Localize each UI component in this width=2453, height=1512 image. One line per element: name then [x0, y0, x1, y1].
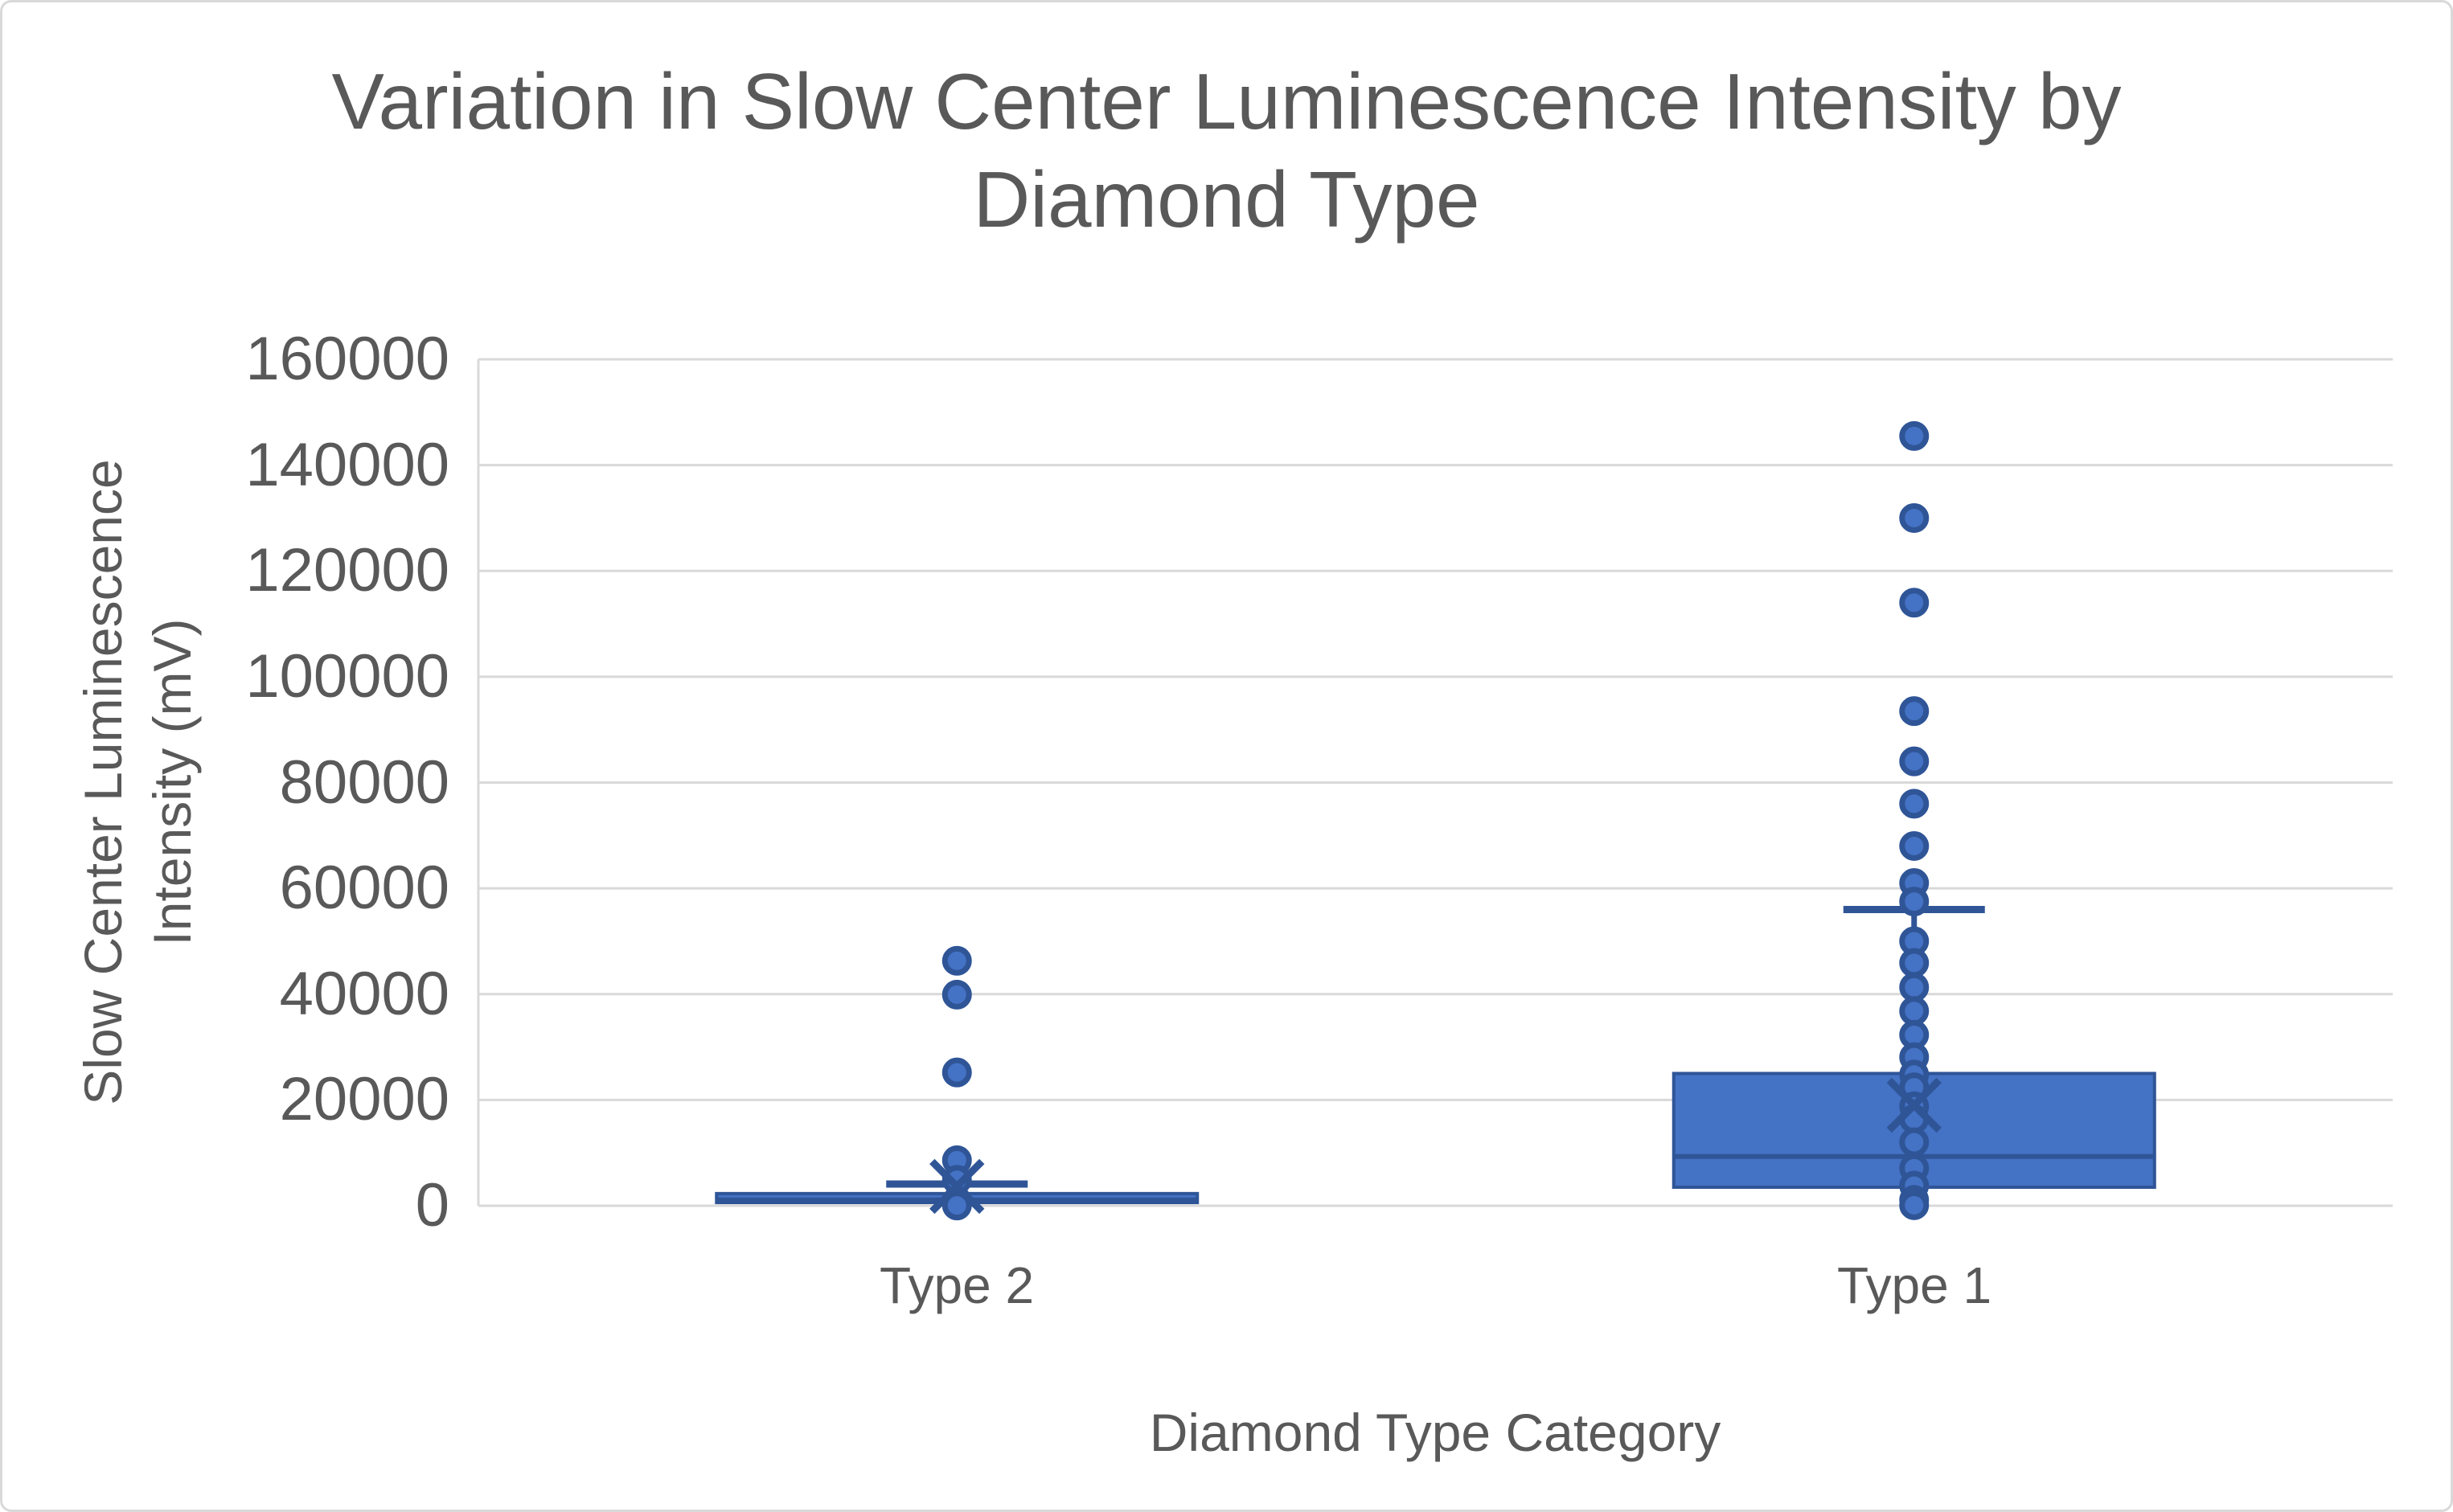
y-tick-label: 60000 [279, 854, 449, 923]
data-point [1899, 1127, 1930, 1158]
data-point [1899, 830, 1930, 861]
y-tick-label: 80000 [279, 748, 449, 817]
data-point [1899, 996, 1930, 1026]
data-point [1899, 420, 1930, 451]
data-point [1899, 789, 1930, 819]
data-point [1899, 746, 1930, 776]
y-tick-label: 100000 [245, 641, 449, 711]
y-tick-label: 120000 [245, 536, 449, 605]
data-point [1899, 588, 1930, 618]
mean-marker [929, 1158, 985, 1215]
mean-marker [1886, 1077, 1942, 1133]
data-point [1899, 1190, 1930, 1220]
y-axis-title-line-2: Intensity (mV) [142, 618, 202, 946]
y-tick-label: 40000 [279, 959, 449, 1028]
y-axis-title: Slow Center Luminescence Intensity (mV) [68, 219, 207, 1345]
data-point [1899, 972, 1930, 1002]
data-point [941, 945, 972, 976]
chart-title: Variation in Slow Center Luminescence In… [2, 52, 2451, 248]
chart-title-line-1: Variation in Slow Center Luminescence In… [331, 57, 2122, 145]
chart-title-line-2: Diamond Type [973, 155, 1480, 244]
category-label-type-2: Type 2 [879, 1256, 1035, 1314]
y-tick-label: 0 [415, 1171, 449, 1240]
y-tick-label: 140000 [245, 430, 449, 499]
y-tick-label: 160000 [245, 325, 449, 393]
data-point [941, 1190, 972, 1221]
data-point [1899, 887, 1930, 917]
data-point [941, 1057, 972, 1088]
y-axis-title-line-1: Slow Center Luminescence [73, 459, 133, 1105]
data-point [1899, 696, 1930, 727]
data-point [1899, 502, 1930, 533]
data-point [941, 979, 972, 1010]
data-point [1899, 948, 1930, 978]
category-label-type-1: Type 1 [1836, 1256, 1992, 1314]
x-axis-title: Diamond Type Category [1149, 1403, 1721, 1462]
y-tick-label: 20000 [279, 1065, 449, 1134]
